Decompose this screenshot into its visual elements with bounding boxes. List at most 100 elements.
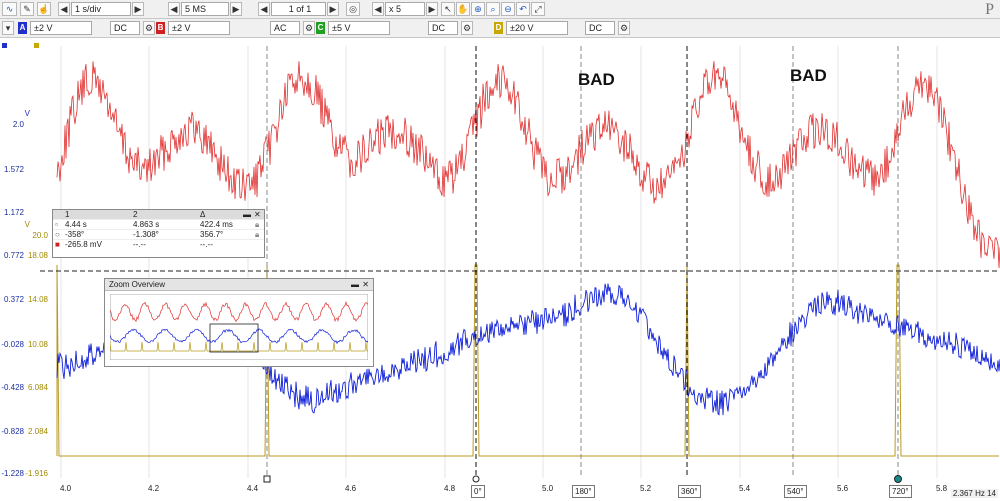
channel-toolbar: ▾ A ±2 V DC ⚙ B ±2 V AC ⚙ C ±5 V DC ⚙ D … xyxy=(0,19,1000,38)
channel-b-probe-icon[interactable]: ⚙ xyxy=(303,21,315,35)
timebase-next-button[interactable]: ▶ xyxy=(132,2,144,16)
yellow-axis-tick: 18.08 xyxy=(27,251,48,260)
red-axis-tick: 2.0 xyxy=(12,120,24,129)
zoom-in-icon[interactable]: ⊕ xyxy=(471,2,485,16)
zoom-prev-button[interactable]: ◀ xyxy=(372,2,384,16)
brand-logo: P xyxy=(985,1,994,18)
phase-handle-0[interactable] xyxy=(472,475,480,483)
zoom-overview-titlebar[interactable]: Zoom Overview ▬ ✕ xyxy=(105,279,373,291)
channel-c-tag: C xyxy=(316,22,325,34)
channel-a-marker xyxy=(2,43,7,48)
time-axis-tick: 5.0 xyxy=(542,484,554,493)
channel-d-coupling[interactable]: DC xyxy=(585,21,615,35)
yellow-axis-tick: 10.08 xyxy=(27,340,48,349)
main-toolbar: ∿ ✎ ☝ ◀ 1 s/div ▶ ◀ 5 MS ▶ ◀ 1 of 1 ▶ ◎ … xyxy=(0,0,1000,19)
capture-counter: 1 of 1 xyxy=(271,2,326,16)
capture-next-button[interactable]: ▶ xyxy=(327,2,339,16)
ruler-measurement-table[interactable]: 1 2 Δ ▬ ✕ ▫ 4.44 s 4.863 s 422.4 ms 🔒︎ ○… xyxy=(52,209,265,258)
bad-annotation-2: BAD xyxy=(790,66,827,85)
phase-icon: ○ xyxy=(55,230,60,239)
time-axis-tick: 5.8 xyxy=(936,484,948,493)
time-axis-tick: 4.2 xyxy=(148,484,160,493)
channel-a-probe-icon[interactable]: ⚙ xyxy=(143,21,155,35)
channel-a-coupling[interactable]: DC xyxy=(110,21,140,35)
hand-tool-icon[interactable]: ☝ xyxy=(37,2,51,16)
channel-c-coupling[interactable]: DC xyxy=(428,21,458,35)
minimize-icon[interactable]: ▬ xyxy=(243,210,251,219)
timebase-prev-button[interactable]: ◀ xyxy=(58,2,70,16)
compass-icon[interactable]: ◎ xyxy=(346,2,360,16)
yellow-axis-tick: 6.084 xyxy=(27,383,48,392)
yellow-axis-unit: V xyxy=(24,220,30,229)
channel-a-range[interactable]: ±2 V xyxy=(30,21,92,35)
ruler-handle-1[interactable] xyxy=(263,475,271,483)
capture-prev-button[interactable]: ◀ xyxy=(258,2,270,16)
zoom-fit-icon[interactable]: ⤢ xyxy=(531,2,545,16)
yellow-axis-tick: 20.0 xyxy=(32,231,48,240)
red-axis-tick: 0.772 xyxy=(3,251,24,260)
table-cell: --.-- xyxy=(200,240,213,249)
red-axis-unit: V xyxy=(24,109,30,118)
zoom-factor-field[interactable]: x 5 xyxy=(385,2,425,16)
channel-b-waveform xyxy=(56,61,1000,269)
undo-zoom-icon[interactable]: ↶ xyxy=(516,2,530,16)
scope-mode-icon[interactable]: ∿ xyxy=(2,2,17,16)
channel-d-waveform xyxy=(56,264,999,457)
channel-b-coupling[interactable]: AC xyxy=(270,21,300,35)
channel-d-probe-icon[interactable]: ⚙ xyxy=(618,21,630,35)
samples-next-button[interactable]: ▶ xyxy=(230,2,242,16)
channel-a-options-icon[interactable]: ▾ xyxy=(2,21,14,35)
table-cell: --.-- xyxy=(133,240,146,249)
channel-a-tag: A xyxy=(18,22,27,34)
waveform-plot[interactable] xyxy=(0,38,1000,501)
channel-b-range[interactable]: ±2 V xyxy=(168,21,230,35)
phase-marker-label[interactable]: 720° xyxy=(889,485,912,498)
channel-c-probe-icon[interactable]: ⚙ xyxy=(461,21,473,35)
table-cell: 356.7° xyxy=(200,230,224,239)
zoom-overview-preview[interactable] xyxy=(110,294,368,360)
time-axis-tick: 5.2 xyxy=(640,484,652,493)
phase-marker-label[interactable]: 360° xyxy=(678,485,701,498)
samples-select[interactable]: 5 MS xyxy=(181,2,229,16)
channel-b-tag: B xyxy=(156,22,165,34)
status-frequency: 2.367 Hz 14 xyxy=(950,489,998,498)
phase-handle-720[interactable] xyxy=(894,475,902,483)
zoom-overview-title: Zoom Overview xyxy=(109,280,166,289)
close-icon[interactable]: ✕ xyxy=(362,280,369,289)
lock-icon[interactable]: 🔒︎ xyxy=(255,230,260,239)
red-axis-tick: 1.172 xyxy=(3,208,24,217)
header-delta: Δ xyxy=(200,210,206,219)
table-cell: 4.44 s xyxy=(65,220,87,229)
table-row: ○ -358° -1.308° 356.7° 🔒︎ xyxy=(53,229,264,239)
pan-hand-icon[interactable]: ✋ xyxy=(456,2,470,16)
phase-marker-label[interactable]: 180° xyxy=(572,485,595,498)
timebase-select[interactable]: 1 s/div xyxy=(71,2,131,16)
table-cell: -265.8 mV xyxy=(65,240,102,249)
channel-c-range[interactable]: ±5 V xyxy=(328,21,390,35)
samples-prev-button[interactable]: ◀ xyxy=(168,2,180,16)
table-header: 1 2 Δ ▬ ✕ xyxy=(53,210,264,219)
yellow-axis-tick: -1.916 xyxy=(25,469,48,478)
time-axis-tick: 5.4 xyxy=(739,484,751,493)
red-axis-tick: 0.372 xyxy=(3,295,24,304)
phase-marker-label[interactable]: 0° xyxy=(471,485,485,498)
zoom-region-icon[interactable]: ⌕ xyxy=(486,2,500,16)
minimize-icon[interactable]: ▬ xyxy=(351,280,359,289)
pen-icon[interactable]: ✎ xyxy=(20,2,34,16)
time-axis-tick: 4.0 xyxy=(60,484,72,493)
phase-marker-label[interactable]: 540° xyxy=(784,485,807,498)
channel-d-range[interactable]: ±20 V xyxy=(506,21,568,35)
table-cell: 4.863 s xyxy=(133,220,160,229)
zoom-overview-window[interactable]: Zoom Overview ▬ ✕ xyxy=(104,278,374,367)
zoom-window-box[interactable] xyxy=(209,323,259,353)
table-cell: 422.4 ms xyxy=(200,220,233,229)
select-cursor-icon[interactable]: ↖ xyxy=(441,2,455,16)
scope-display[interactable] xyxy=(0,38,1000,501)
lock-icon[interactable]: 🔒︎ xyxy=(255,220,260,229)
zoom-next-button[interactable]: ▶ xyxy=(426,2,438,16)
close-icon[interactable]: ✕ xyxy=(254,210,261,219)
zoom-out-icon[interactable]: ⊖ xyxy=(501,2,515,16)
yellow-axis-tick: 2.084 xyxy=(27,427,48,436)
red-axis-tick: -1.228 xyxy=(1,469,24,478)
grid-lines xyxy=(60,46,938,478)
